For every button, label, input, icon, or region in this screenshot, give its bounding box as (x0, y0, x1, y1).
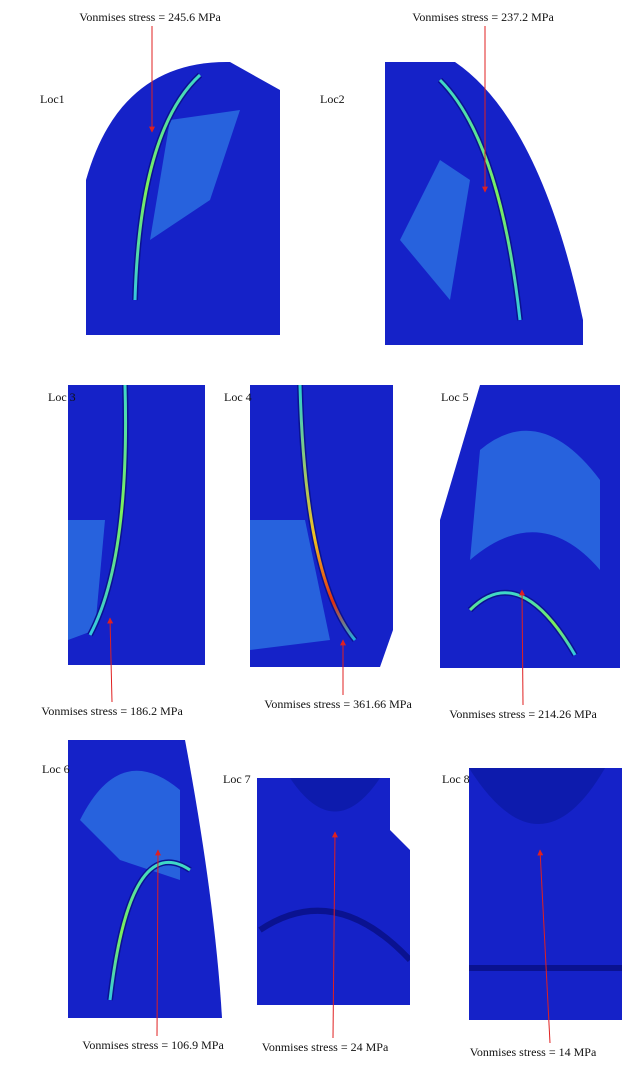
stress-label: Vonmises stress = 237.2 MPa (412, 10, 554, 24)
panel-label: Loc 3 (48, 390, 76, 404)
fea-panel: Loc 3 Vonmises stress = 186.2 MPa (41, 385, 205, 718)
panel-label: Loc 6 (42, 762, 70, 776)
stress-label: Vonmises stress = 106.9 MPa (82, 1038, 224, 1052)
fea-image (68, 740, 222, 1018)
fea-image (469, 768, 622, 1020)
stress-label: Vonmises stress = 245.6 MPa (79, 10, 221, 24)
fea-image (440, 385, 620, 668)
fea-image (86, 62, 280, 335)
panel-label: Loc2 (320, 92, 345, 106)
panel-label: Loc1 (40, 92, 65, 106)
stress-label: Vonmises stress = 14 MPa (470, 1045, 597, 1059)
fea-panel: Loc 7 Vonmises stress = 24 MPa (223, 772, 410, 1054)
figure: Loc1 Vonmises stress = 245.6 MPa Loc2 Vonmi… (0, 0, 637, 1072)
fea-panel: Loc1 Vonmises stress = 245.6 MPa (40, 10, 280, 335)
mesh-base (385, 62, 583, 345)
fea-panel: Loc 4 Vonmises stress = 361.66 MPa (224, 385, 412, 711)
panel-label: Loc 7 (223, 772, 251, 786)
fea-panel: Loc 8 Vonmises stress = 14 MPa (442, 768, 622, 1059)
fea-panel: Loc2 Vonmises stress = 237.2 MPa (320, 10, 583, 345)
fea-panel: Loc 5 Vonmises stress = 214.26 MPa (440, 385, 620, 721)
fea-image (250, 385, 393, 667)
stress-label: Vonmises stress = 24 MPa (262, 1040, 389, 1054)
stress-label: Vonmises stress = 214.26 MPa (449, 707, 597, 721)
fea-panel: Loc 6 Vonmises stress = 106.9 MPa (42, 740, 224, 1052)
stress-label: Vonmises stress = 186.2 MPa (41, 704, 183, 718)
panel-label: Loc 4 (224, 390, 252, 404)
fea-image (385, 62, 583, 345)
fea-image (68, 385, 205, 665)
stress-label: Vonmises stress = 361.66 MPa (264, 697, 412, 711)
panel-label: Loc 5 (441, 390, 469, 404)
panel-label: Loc 8 (442, 772, 470, 786)
